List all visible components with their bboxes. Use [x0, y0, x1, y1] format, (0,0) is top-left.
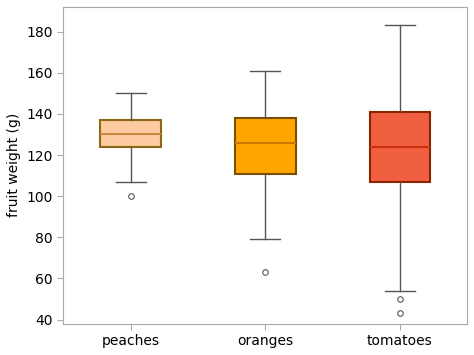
PathPatch shape [370, 112, 430, 182]
Y-axis label: fruit weight (g): fruit weight (g) [7, 113, 21, 217]
PathPatch shape [100, 120, 161, 147]
PathPatch shape [235, 118, 295, 174]
